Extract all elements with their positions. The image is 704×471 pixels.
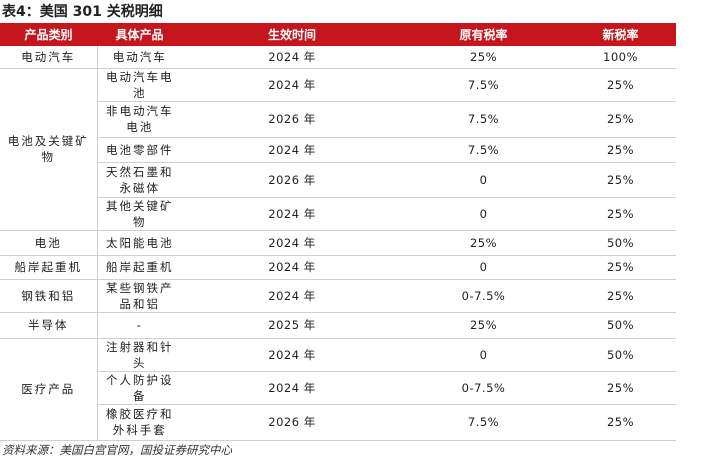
product-cell: 电动汽车 bbox=[96, 46, 182, 69]
product-cell: 注射器和针头 bbox=[96, 338, 182, 372]
date-cell: 2026 年 bbox=[182, 162, 402, 198]
table-row: 个人防护设备 2024 年 0-7.5% 25% bbox=[0, 371, 676, 405]
table-row: 电池 太阳能电池 2024 年 25% 50% bbox=[0, 230, 676, 256]
old-rate-cell: 7.5% bbox=[402, 68, 565, 102]
source-note: 资料来源：美国白宫官网，国投证券研究中心 bbox=[2, 443, 232, 457]
old-rate-cell: 0-7.5% bbox=[402, 371, 565, 405]
category-cell: 医疗产品 bbox=[0, 338, 97, 441]
date-cell: 2024 年 bbox=[182, 197, 402, 231]
new-rate-cell: 100% bbox=[565, 46, 676, 69]
table-row: 电池及关键矿物 电动汽车电池 2024 年 7.5% 25% bbox=[0, 68, 676, 231]
category-cell: 钢铁和铝 bbox=[0, 279, 97, 313]
date-cell: 2025 年 bbox=[182, 312, 402, 339]
table-row: 电动汽车 电动汽车 2024 年 25% 100% bbox=[0, 46, 676, 69]
table-row: 医疗产品 注射器和针头 2024 年 0 50% bbox=[0, 338, 676, 441]
old-rate-cell: 0 bbox=[402, 338, 565, 372]
product-cell: 太阳能电池 bbox=[96, 230, 182, 256]
old-rate-cell: 7.5% bbox=[402, 137, 565, 163]
table-title: 表4：美国 301 关税明细 bbox=[2, 4, 163, 20]
table-row: 钢铁和铝 某些钢铁产品和铝 2024 年 0-7.5% 25% bbox=[0, 279, 676, 313]
product-cell: 天然石墨和永磁体 bbox=[96, 162, 182, 198]
new-rate-cell: 25% bbox=[565, 101, 676, 138]
header-cell: 生效时间 bbox=[182, 23, 402, 46]
table-row: 船岸起重机 船岸起重机 2024 年 0 25% bbox=[0, 255, 676, 280]
new-rate-cell: 25% bbox=[565, 162, 676, 198]
date-cell: 2024 年 bbox=[182, 371, 402, 405]
date-cell: 2024 年 bbox=[182, 137, 402, 163]
product-cell: 其他关键矿物 bbox=[96, 197, 182, 231]
date-cell: 2026 年 bbox=[182, 404, 402, 441]
category-cell: 电池及关键矿物 bbox=[0, 68, 97, 231]
table-body: 电动汽车 电动汽车 2024 年 25% 100% 电池及关键矿物 电动汽车电池 2024 年… bbox=[0, 46, 676, 441]
header-cell: 新税率 bbox=[565, 23, 676, 46]
header-cell: 原有税率 bbox=[402, 23, 565, 46]
category-cell: 电池 bbox=[0, 230, 97, 256]
old-rate-cell: 25% bbox=[402, 312, 565, 339]
old-rate-cell: 7.5% bbox=[402, 101, 565, 138]
new-rate-cell: 25% bbox=[565, 68, 676, 102]
header-cell: 具体产品 bbox=[97, 23, 182, 46]
tariff-table: 产品类别 具体产品 生效时间 原有税率 新税率 电动汽车 电动汽车 2024 年 25% 100… bbox=[0, 23, 676, 441]
category-cell: 船岸起重机 bbox=[0, 255, 97, 280]
old-rate-cell: 0-7.5% bbox=[402, 279, 565, 313]
product-cell: 橡胶医疗和外科手套 bbox=[96, 404, 182, 441]
date-cell: 2024 年 bbox=[182, 255, 402, 280]
new-rate-cell: 25% bbox=[565, 371, 676, 405]
product-cell: 个人防护设备 bbox=[96, 371, 182, 405]
product-cell: 电池零部件 bbox=[96, 137, 182, 163]
category-cell: 电动汽车 bbox=[0, 46, 97, 69]
new-rate-cell: 50% bbox=[565, 312, 676, 339]
new-rate-cell: 25% bbox=[565, 279, 676, 313]
table-row: 橡胶医疗和外科手套 2026 年 7.5% 25% bbox=[0, 404, 676, 441]
header-cell: 产品类别 bbox=[0, 23, 97, 46]
table-row: 其他关键矿物 2024 年 0 25% bbox=[0, 197, 676, 231]
old-rate-cell: 0 bbox=[402, 197, 565, 231]
table-row: 非电动汽车电池 2026 年 7.5% 25% bbox=[0, 101, 676, 138]
product-cell: 某些钢铁产品和铝 bbox=[96, 279, 182, 313]
product-cell: - bbox=[96, 312, 182, 339]
new-rate-cell: 50% bbox=[565, 230, 676, 256]
product-cell: 非电动汽车电池 bbox=[96, 101, 182, 138]
new-rate-cell: 25% bbox=[565, 137, 676, 163]
old-rate-cell: 25% bbox=[402, 230, 565, 256]
category-cell: 半导体 bbox=[0, 312, 97, 339]
new-rate-cell: 25% bbox=[565, 404, 676, 441]
table-row: 电池零部件 2024 年 7.5% 25% bbox=[0, 137, 676, 163]
new-rate-cell: 25% bbox=[565, 255, 676, 280]
date-cell: 2024 年 bbox=[182, 68, 402, 102]
new-rate-cell: 25% bbox=[565, 197, 676, 231]
product-cell: 电动汽车电池 bbox=[96, 68, 182, 102]
date-cell: 2026 年 bbox=[182, 101, 402, 138]
old-rate-cell: 25% bbox=[402, 46, 565, 69]
table-row: 天然石墨和永磁体 2026 年 0 25% bbox=[0, 162, 676, 198]
date-cell: 2024 年 bbox=[182, 279, 402, 313]
table-row: 半导体 -2025 年 25% 50% bbox=[0, 312, 676, 339]
date-cell: 2024 年 bbox=[182, 230, 402, 256]
old-rate-cell: 7.5% bbox=[402, 404, 565, 441]
product-cell: 船岸起重机 bbox=[96, 255, 182, 280]
old-rate-cell: 0 bbox=[402, 255, 565, 280]
old-rate-cell: 0 bbox=[402, 162, 565, 198]
date-cell: 2024 年 bbox=[182, 46, 402, 69]
new-rate-cell: 50% bbox=[565, 338, 676, 372]
date-cell: 2024 年 bbox=[182, 338, 402, 372]
header-row: 产品类别 具体产品 生效时间 原有税率 新税率 bbox=[0, 23, 676, 46]
